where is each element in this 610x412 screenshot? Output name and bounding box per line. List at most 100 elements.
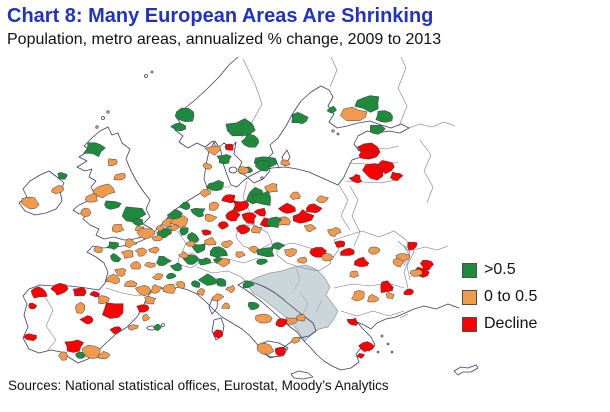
metro-area: [208, 201, 219, 211]
metro-area: [127, 324, 139, 331]
metro-area: [111, 224, 125, 233]
metro-area: [209, 246, 228, 258]
metro-area: [237, 166, 250, 175]
metro-area: [196, 288, 206, 296]
metro-area: [97, 350, 111, 360]
metro-area: [220, 240, 234, 249]
metro-area: [204, 213, 218, 222]
metro-area: [235, 251, 246, 259]
metro-area: [113, 172, 126, 181]
metro-area: [106, 241, 119, 250]
metro-area: [155, 225, 165, 232]
legend-swatch-green: [462, 262, 477, 278]
metro-area: [82, 344, 101, 359]
metro-area: [30, 286, 48, 299]
metro-area: [197, 257, 212, 266]
coastline-ireland: [18, 170, 65, 216]
metro-area: [109, 326, 122, 335]
legend: >0.5 0 to 0.5 Decline: [462, 261, 537, 333]
coastline-continent: [22, 56, 460, 371]
metro-area: [216, 154, 232, 165]
chart-subtitle: Population, metro areas, annualized % ch…: [7, 31, 442, 48]
metro-area: [280, 159, 291, 167]
metro-area: [225, 118, 256, 137]
metro-area: [346, 317, 358, 326]
metro-area: [169, 262, 182, 272]
metro-area: [303, 224, 317, 233]
metro-area: [254, 159, 271, 172]
metro-area: [250, 225, 263, 234]
island-menorca: [161, 323, 165, 327]
sources-note: Sources: National statistical offices, E…: [8, 378, 389, 393]
metro-area: [136, 304, 150, 313]
metro-area: [204, 237, 217, 246]
metro-area: [255, 313, 273, 324]
legend-swatch-orange: [462, 289, 477, 305]
metro-area: [21, 196, 40, 210]
metro-area: [340, 106, 368, 121]
metro-area: [120, 250, 134, 259]
metro-area: [152, 235, 163, 242]
metro-area: [144, 295, 157, 305]
legend-item-growth: >0.5: [462, 261, 537, 279]
metro-area: [253, 207, 266, 217]
metro-area: [123, 280, 138, 288]
metro-area: [64, 339, 85, 353]
island-aegean-2: [386, 342, 390, 346]
coastline-crete: [290, 370, 314, 380]
metro-area: [85, 193, 98, 203]
metro-area: [169, 215, 189, 228]
metro-area: [135, 284, 152, 297]
metro-area: [367, 293, 379, 303]
metro-area: [114, 268, 127, 277]
metro-area: [74, 301, 86, 314]
island-orkney: [95, 125, 99, 129]
metro-area: [80, 207, 92, 218]
metro-area: [110, 253, 122, 263]
metro-area: [256, 247, 275, 258]
island-aegean-3: [376, 350, 380, 354]
coastline-cyprus: [453, 364, 479, 376]
legend-label-slow-growth: 0 to 0.5: [484, 288, 538, 305]
metro-area: [403, 288, 414, 296]
metro-area: [197, 273, 219, 286]
metro-area: [295, 314, 306, 322]
metro-area: [97, 295, 110, 305]
metro-area: [409, 268, 423, 277]
metro-area: [92, 183, 116, 199]
metro-area: [256, 342, 274, 355]
metro-area: [380, 280, 394, 293]
metro-area: [216, 258, 231, 268]
island-faroe-2: [150, 70, 154, 74]
metro-area: [235, 224, 251, 235]
metro-area: [290, 191, 301, 200]
metro-area: [179, 227, 189, 236]
metro-area: [89, 291, 101, 298]
no-data-region-balkans: [245, 264, 339, 342]
metro-area: [274, 346, 287, 357]
metro-area: [392, 258, 405, 268]
legend-item-decline: Decline: [462, 315, 537, 333]
metro-area: [170, 122, 186, 132]
metro-area: [150, 284, 163, 294]
metro-area: [316, 195, 329, 204]
metro-area: [191, 280, 201, 288]
metro-area: [225, 209, 241, 222]
metro-area: [407, 241, 418, 251]
island-faroe-1: [144, 74, 148, 78]
metro-area: [178, 201, 191, 210]
metro-area: [211, 293, 225, 302]
metro-area: [199, 189, 211, 198]
island-shetland-1: [101, 116, 105, 120]
metro-area: [224, 143, 234, 151]
metro-area: [187, 232, 200, 243]
metro-area: [125, 238, 138, 248]
metro-area: [152, 323, 162, 332]
metro-area: [264, 183, 278, 194]
metro-area: [242, 280, 255, 289]
island-aland-2: [336, 132, 340, 136]
metro-area: [190, 207, 206, 218]
metro-area: [247, 301, 260, 310]
metro-area: [23, 333, 37, 341]
